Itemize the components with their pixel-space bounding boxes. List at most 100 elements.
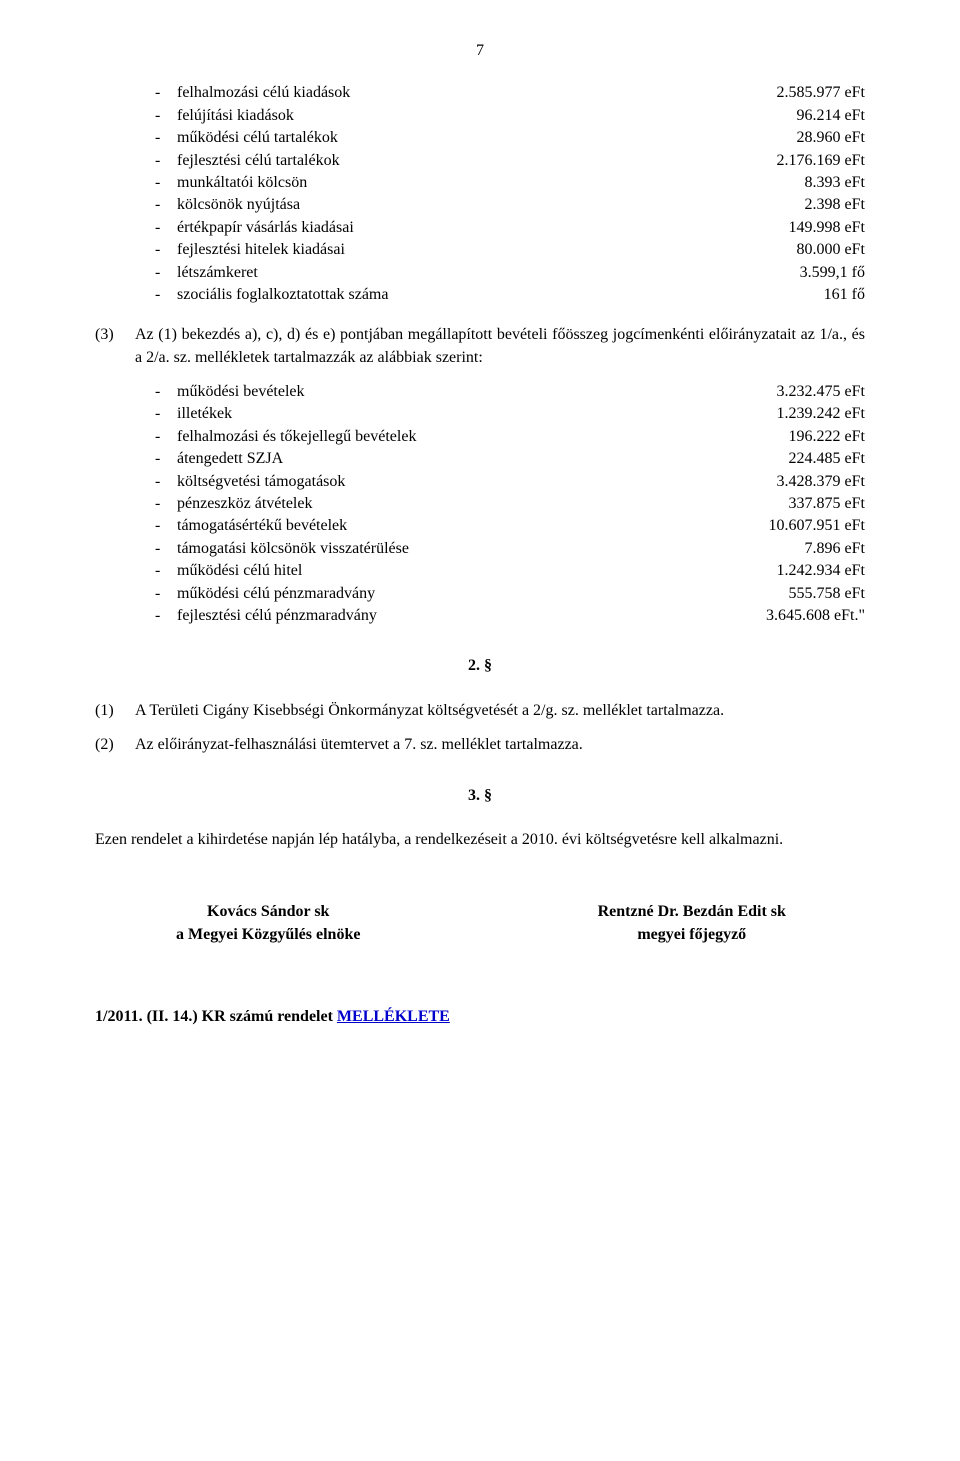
- signature-row: Kovács Sándor sk a Megyei Közgyűlés elnö…: [95, 901, 865, 946]
- section-2-heading: 2. §: [95, 655, 865, 677]
- item-label: támogatásértékű bevételek: [177, 515, 745, 537]
- paragraph-3: (3) Az (1) bekezdés a), c), d) és e) pon…: [95, 324, 865, 369]
- signature-left: Kovács Sándor sk a Megyei Közgyűlés elnö…: [95, 901, 442, 946]
- list-item: -működési bevételek3.232.475 eFt: [155, 381, 865, 403]
- list-item: -működési célú tartalékok28.960 eFt: [155, 127, 865, 149]
- item-label: szociális foglalkoztatottak száma: [177, 284, 745, 306]
- bullet: -: [155, 403, 177, 425]
- bullet: -: [155, 262, 177, 284]
- item-value: 196.222 eFt: [745, 426, 865, 448]
- item-value: 161 fő: [745, 284, 865, 306]
- list-item: -illetékek1.239.242 eFt: [155, 403, 865, 425]
- item-value: 10.607.951 eFt: [745, 515, 865, 537]
- signer-name: Kovács Sándor sk: [95, 901, 442, 923]
- para-number: (2): [95, 734, 135, 756]
- budget-list-2: -működési bevételek3.232.475 eFt -illeté…: [155, 381, 865, 627]
- item-value: 2.398 eFt: [745, 194, 865, 216]
- item-value: 3.645.608 eFt.": [745, 605, 865, 627]
- section-3-text: Ezen rendelet a kihirdetése napján lép h…: [95, 829, 865, 851]
- section-3-heading: 3. §: [95, 785, 865, 807]
- list-item: -támogatási kölcsönök visszatérülése7.89…: [155, 538, 865, 560]
- bullet: -: [155, 583, 177, 605]
- bullet: -: [155, 172, 177, 194]
- item-value: 3.428.379 eFt: [745, 471, 865, 493]
- list-item: -felújítási kiadások96.214 eFt: [155, 105, 865, 127]
- item-label: támogatási kölcsönök visszatérülése: [177, 538, 745, 560]
- item-label: költségvetési támogatások: [177, 471, 745, 493]
- page-number: 7: [95, 40, 865, 62]
- list-item: -felhalmozási célú kiadások2.585.977 eFt: [155, 82, 865, 104]
- bullet: -: [155, 127, 177, 149]
- item-label: fejlesztési célú pénzmaradvány: [177, 605, 745, 627]
- budget-list-1: -felhalmozási célú kiadások2.585.977 eFt…: [155, 82, 865, 306]
- item-value: 3.599,1 fő: [745, 262, 865, 284]
- item-value: 28.960 eFt: [745, 127, 865, 149]
- bullet: -: [155, 448, 177, 470]
- bullet: -: [155, 284, 177, 306]
- bullet: -: [155, 381, 177, 403]
- bullet: -: [155, 194, 177, 216]
- bullet: -: [155, 560, 177, 582]
- section-2-para-1: (1) A Területi Cigány Kisebbségi Önkormá…: [95, 700, 865, 722]
- bullet: -: [155, 538, 177, 560]
- list-item: -kölcsönök nyújtása2.398 eFt: [155, 194, 865, 216]
- para-number: (3): [95, 324, 135, 369]
- item-label: működési célú hitel: [177, 560, 745, 582]
- item-label: fejlesztési célú tartalékok: [177, 150, 745, 172]
- item-value: 2.176.169 eFt: [745, 150, 865, 172]
- bullet: -: [155, 105, 177, 127]
- para-text: Az (1) bekezdés a), c), d) és e) pontjáb…: [135, 324, 865, 369]
- item-label: működési célú pénzmaradvány: [177, 583, 745, 605]
- signer-title: a Megyei Közgyűlés elnöke: [95, 924, 442, 946]
- bullet: -: [155, 217, 177, 239]
- list-item: -fejlesztési hitelek kiadásai80.000 eFt: [155, 239, 865, 261]
- item-label: értékpapír vásárlás kiadásai: [177, 217, 745, 239]
- bullet: -: [155, 471, 177, 493]
- list-item: -szociális foglalkoztatottak száma161 fő: [155, 284, 865, 306]
- item-value: 555.758 eFt: [745, 583, 865, 605]
- bullet: -: [155, 493, 177, 515]
- list-item: -működési célú pénzmaradvány555.758 eFt: [155, 583, 865, 605]
- item-value: 2.585.977 eFt: [745, 82, 865, 104]
- item-label: felújítási kiadások: [177, 105, 745, 127]
- bullet: -: [155, 150, 177, 172]
- signer-title: megyei főjegyző: [519, 924, 866, 946]
- list-item: -támogatásértékű bevételek10.607.951 eFt: [155, 515, 865, 537]
- item-value: 1.239.242 eFt: [745, 403, 865, 425]
- item-value: 80.000 eFt: [745, 239, 865, 261]
- item-value: 337.875 eFt: [745, 493, 865, 515]
- footer-prefix: 1/2011. (II. 14.) KR számú rendelet: [95, 1008, 337, 1025]
- item-label: felhalmozási célú kiadások: [177, 82, 745, 104]
- para-text: Az előirányzat-felhasználási ütemtervet …: [135, 734, 865, 756]
- list-item: -értékpapír vásárlás kiadásai149.998 eFt: [155, 217, 865, 239]
- bullet: -: [155, 239, 177, 261]
- attachment-link[interactable]: MELLÉKLETE: [337, 1008, 450, 1025]
- item-label: pénzeszköz átvételek: [177, 493, 745, 515]
- bullet: -: [155, 82, 177, 104]
- list-item: -átengedett SZJA224.485 eFt: [155, 448, 865, 470]
- item-label: munkáltatói kölcsön: [177, 172, 745, 194]
- signature-right: Rentzné Dr. Bezdán Edit sk megyei főjegy…: [519, 901, 866, 946]
- section-2-para-2: (2) Az előirányzat-felhasználási ütemter…: [95, 734, 865, 756]
- bullet: -: [155, 515, 177, 537]
- item-value: 8.393 eFt: [745, 172, 865, 194]
- item-label: fejlesztési hitelek kiadásai: [177, 239, 745, 261]
- item-label: létszámkeret: [177, 262, 745, 284]
- footer-reference: 1/2011. (II. 14.) KR számú rendelet MELL…: [95, 1006, 865, 1028]
- item-value: 224.485 eFt: [745, 448, 865, 470]
- item-value: 3.232.475 eFt: [745, 381, 865, 403]
- item-label: működési bevételek: [177, 381, 745, 403]
- list-item: -felhalmozási és tőkejellegű bevételek19…: [155, 426, 865, 448]
- item-label: átengedett SZJA: [177, 448, 745, 470]
- list-item: -munkáltatói kölcsön8.393 eFt: [155, 172, 865, 194]
- item-label: felhalmozási és tőkejellegű bevételek: [177, 426, 745, 448]
- signer-name: Rentzné Dr. Bezdán Edit sk: [519, 901, 866, 923]
- list-item: -pénzeszköz átvételek337.875 eFt: [155, 493, 865, 515]
- item-value: 1.242.934 eFt: [745, 560, 865, 582]
- item-value: 149.998 eFt: [745, 217, 865, 239]
- para-text: A Területi Cigány Kisebbségi Önkormányza…: [135, 700, 865, 722]
- item-value: 96.214 eFt: [745, 105, 865, 127]
- list-item: -létszámkeret3.599,1 fő: [155, 262, 865, 284]
- list-item: -költségvetési támogatások3.428.379 eFt: [155, 471, 865, 493]
- bullet: -: [155, 605, 177, 627]
